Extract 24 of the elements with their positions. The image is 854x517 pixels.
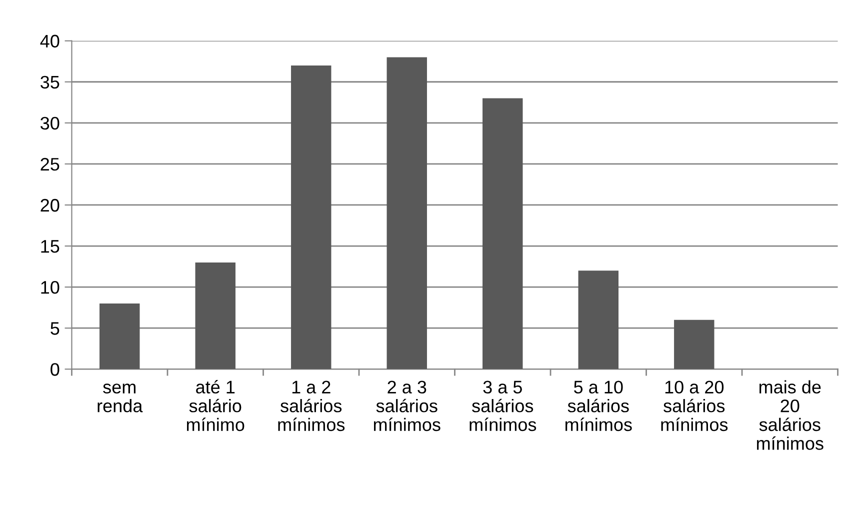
y-tick-label: 5 bbox=[50, 322, 60, 335]
bar bbox=[482, 98, 523, 370]
x-tick-label: sem renda bbox=[98, 384, 143, 412]
y-tick-label: 20 bbox=[40, 198, 60, 212]
x-tick-label: 10 a 20 salários mínimos bbox=[661, 380, 728, 432]
bar bbox=[195, 262, 236, 370]
y-tick-label: 35 bbox=[40, 76, 60, 89]
y-tick-label: 10 bbox=[41, 281, 60, 294]
x-tick-label: 5 a 10 salários mínimos bbox=[565, 380, 632, 432]
y-tick-label: 30 bbox=[40, 116, 60, 130]
bar bbox=[100, 303, 140, 370]
bar bbox=[386, 57, 427, 370]
x-tick-label: 2 a 3 salários mínimos bbox=[374, 380, 440, 432]
bar bbox=[578, 270, 618, 370]
x-tick-label: 1 a 2 salários mínimos bbox=[278, 380, 345, 432]
y-tick-label: 40 bbox=[40, 34, 60, 48]
x-tick-label: 3 a 5 salários mínimos bbox=[470, 380, 536, 432]
x-tick-label: até 1 salário mínimo bbox=[186, 380, 244, 432]
x-tick-label: mais de 20 salários mínimos bbox=[756, 380, 824, 450]
bar bbox=[291, 65, 332, 370]
y-tick-label: 15 bbox=[41, 240, 60, 253]
y-tick-label: 0 bbox=[50, 363, 60, 376]
bar bbox=[674, 320, 714, 370]
y-tick-label: 25 bbox=[40, 158, 60, 171]
